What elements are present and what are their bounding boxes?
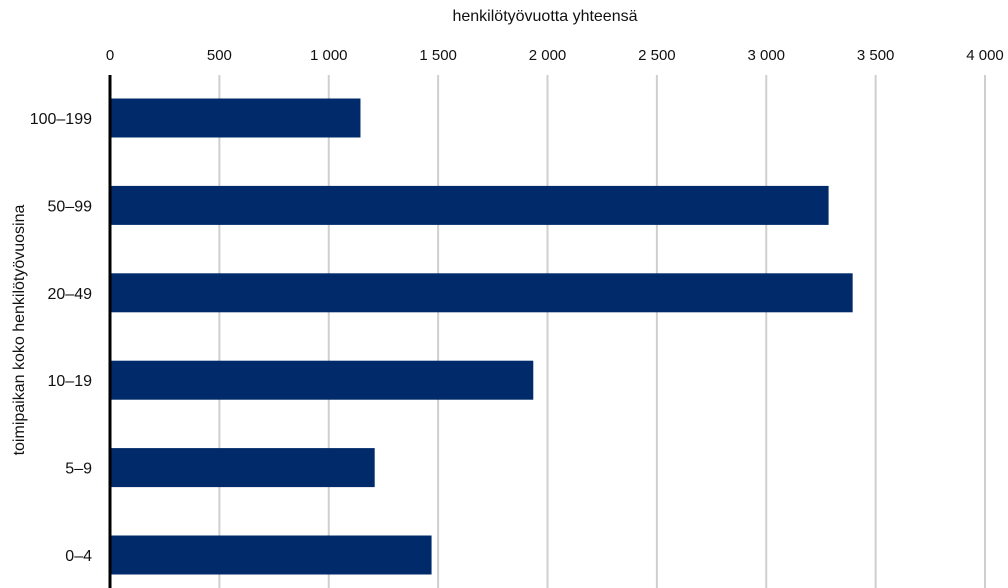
x-tick-label: 1 500 [419,47,457,64]
x-axis-label: henkilötyövuotta yhteensä [452,8,637,25]
x-tick-label: 3 000 [747,47,785,64]
y-tick-label: 100–199 [30,111,92,128]
bar [110,185,829,225]
x-tick-label: 4 000 [966,47,1004,64]
x-tick-label: 2 500 [638,47,676,64]
x-tick-label: 500 [207,47,232,64]
gridlines [218,75,986,588]
x-tick-label: 3 500 [857,47,895,64]
x-tick-label: 2 000 [529,47,567,64]
x-tick-labels: 0 500 1 000 1 500 2 000 2 500 3 000 3 500 4 000 [106,47,1004,64]
y-axis-label: toimipaikan koko henkilötyövuosina [11,204,28,455]
bar [110,360,534,400]
bar [110,273,853,313]
x-tick-label: 1 000 [310,47,348,64]
y-tick-label: 20–49 [48,286,93,303]
y-tick-label: 5–9 [65,461,92,478]
bar [110,448,375,488]
bar [110,98,361,138]
bar [110,535,432,575]
x-tick-label: 0 [106,47,114,64]
bars [110,98,853,575]
y-tick-labels: 100–199 50–99 20–49 10–19 5–9 0–4 [30,111,92,565]
y-tick-label: 10–19 [48,373,93,390]
y-tick-label: 50–99 [48,198,93,215]
y-tick-label: 0–4 [65,548,92,565]
